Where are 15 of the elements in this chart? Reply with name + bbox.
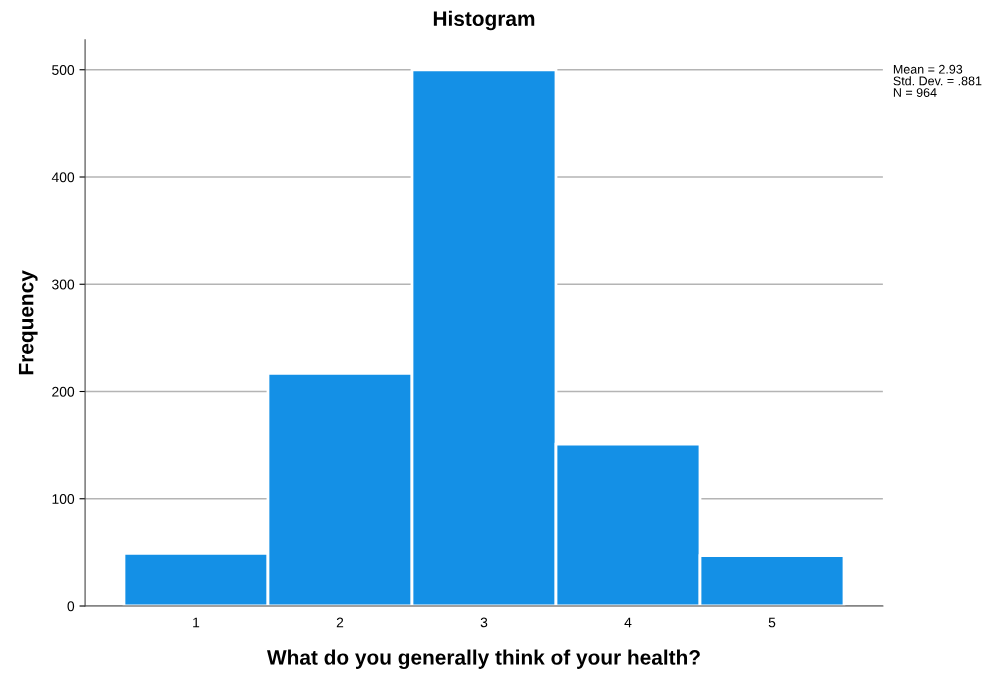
y-tick-label: 100 (52, 494, 75, 504)
text: Mean = 2.93 Std. Dev. = .881 N = 964 (893, 64, 982, 97)
y-tick-label: 300 (52, 279, 75, 290)
y-tick-label: 500 (52, 65, 75, 75)
chart-title: Histogram (433, 10, 535, 31)
y-tick-label: 200 (52, 386, 75, 397)
y-tick-label: 0 (67, 601, 75, 612)
x-tick-label: 4 (624, 617, 632, 628)
x-tick-label: 2 (336, 617, 344, 628)
y-axis-title: Frequency (18, 270, 38, 375)
x-tick-label: 3 (480, 617, 488, 628)
x-tick-label: 1 (193, 617, 200, 628)
y-tick-label: 400 (51, 172, 75, 183)
x-axis-title: What do you generally think of your health? (266, 649, 700, 670)
x-tick-label: 5 (768, 617, 776, 628)
